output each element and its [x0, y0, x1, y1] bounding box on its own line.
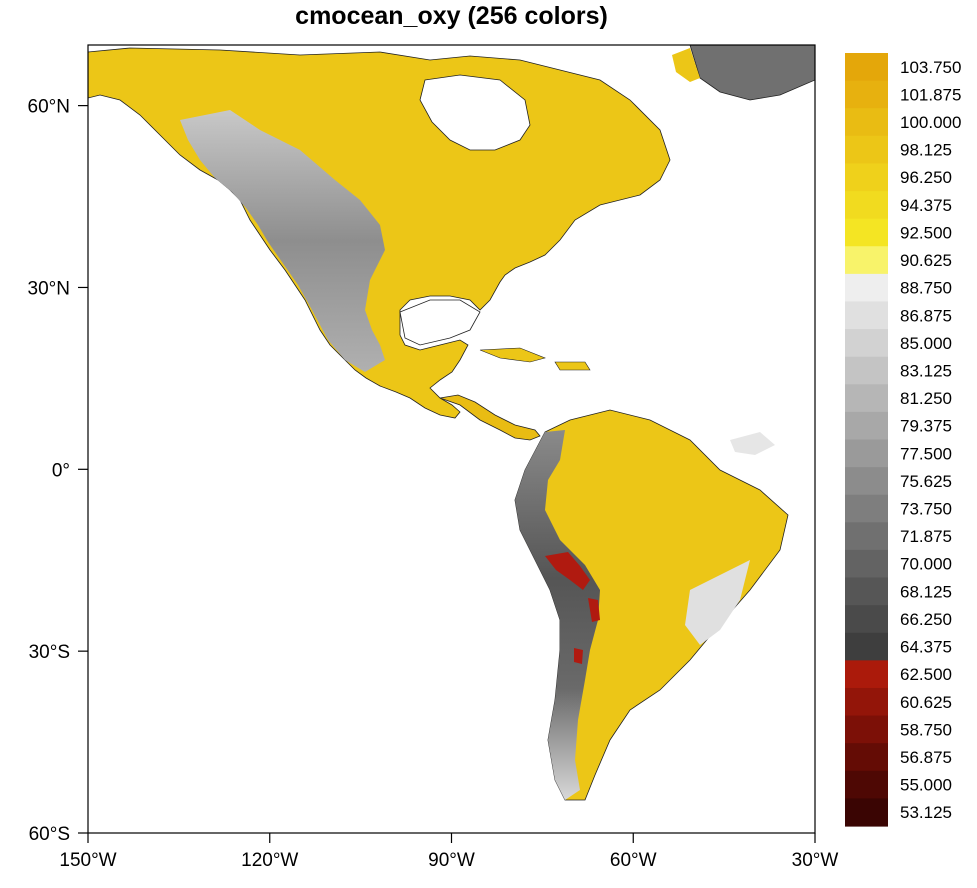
colorbar-swatch: [845, 743, 888, 772]
x-tick-label: 60°W: [610, 850, 657, 871]
colorbar-label: 92.500: [900, 223, 952, 242]
colorbar-label: 98.125: [900, 141, 952, 160]
colorbar-swatch: [845, 356, 888, 385]
colorbar-swatch: [845, 191, 888, 220]
x-tick-label: 120°W: [241, 850, 298, 871]
cuba-island: [479, 347, 546, 363]
colorbar-label: 94.375: [900, 196, 952, 215]
y-tick-label: 60°S: [29, 824, 70, 845]
colorbar-label: 60.625: [900, 693, 952, 712]
map-title: cmocean_oxy (256 colors): [295, 2, 608, 30]
colorbar-swatch: [845, 605, 888, 634]
colorbar-swatch: [845, 163, 888, 192]
colorbar-swatch: [845, 798, 888, 827]
colorbar-swatch: [845, 53, 888, 82]
colorbar-label: 58.750: [900, 720, 952, 739]
colorbar-label: 66.250: [900, 610, 952, 629]
colorbar-label: 79.375: [900, 417, 952, 436]
gulf-of-mexico: [399, 299, 481, 346]
colorbar-swatch: [845, 577, 888, 606]
central-america-land: [439, 394, 541, 441]
southern-red-patch: [574, 648, 583, 664]
x-tick-label: 150°W: [59, 850, 116, 871]
colorbar-label: 70.000: [900, 555, 952, 574]
altiplano-red-patch: [545, 552, 590, 590]
colorbar-swatch: [845, 660, 888, 689]
x-tick-label: 90°W: [428, 850, 475, 871]
hispaniola-island: [554, 361, 591, 371]
greenland-coast: [672, 48, 700, 82]
colorbar-swatch: [845, 632, 888, 661]
colorbar-swatch: [845, 687, 888, 717]
map-land: [88, 45, 815, 801]
colorbar-swatch: [845, 467, 888, 496]
x-tick-label: 30°W: [792, 850, 839, 871]
andes-mountains: [515, 430, 600, 800]
colorbar-label: 53.125: [900, 803, 952, 822]
colorbar-label: 55.000: [900, 776, 952, 795]
colorbar-swatch: [845, 301, 888, 330]
colorbar-swatch: [845, 494, 888, 523]
colorbar-label: 64.375: [900, 638, 952, 657]
colorbar-label: 62.500: [900, 665, 952, 684]
colorbar-label: 85.000: [900, 334, 952, 353]
colorbar-swatch: [845, 522, 888, 551]
greenland-land: [689, 45, 815, 101]
y-axis: 60°N 30°N 0° 30°S 60°S: [28, 97, 88, 845]
colorbar-label: 100.000: [900, 113, 961, 132]
colorbar-swatch: [845, 108, 888, 137]
colorbar-swatch: [845, 329, 888, 358]
y-tick-label: 30°N: [28, 278, 70, 299]
colorbar-swatch: [845, 411, 888, 441]
colorbar-label: 56.875: [900, 748, 952, 767]
colorbar-label: 71.875: [900, 527, 952, 546]
colorbar-label: 86.875: [900, 306, 952, 325]
puna-red-patch: [588, 598, 600, 622]
colorbar-swatch: [845, 218, 888, 247]
x-axis: 150°W 120°W 90°W 60°W 30°W: [59, 833, 838, 871]
hudson-bay: [419, 74, 531, 151]
y-tick-label: 0°: [52, 460, 70, 481]
colorbar-label: 83.125: [900, 361, 952, 380]
colorbar-label: 101.875: [900, 85, 961, 104]
colorbar-swatch: [845, 246, 888, 275]
colorbar-label: 81.250: [900, 389, 952, 408]
colorbar-swatch: [845, 715, 888, 744]
colorbar-swatch: [845, 549, 888, 579]
colorbar-swatch: [845, 80, 888, 109]
colorbar-swatch: [845, 439, 888, 468]
colorbar-swatch: [845, 384, 888, 413]
colorbar-label: 73.750: [900, 500, 952, 519]
colorbar-label: 88.750: [900, 279, 952, 298]
rocky-mountains: [180, 110, 385, 372]
colorbar-label: 90.625: [900, 251, 952, 270]
colorbar-label: 75.625: [900, 472, 952, 491]
colorbar-swatch: [845, 135, 888, 165]
y-tick-label: 60°N: [28, 97, 70, 118]
colorbar: 103.750 101.875 100.000 98.125 96.250 94.375 9…: [845, 53, 961, 827]
colorbar-label: 68.125: [900, 582, 952, 601]
brazilian-highlands: [685, 560, 750, 645]
colorbar-label: 96.250: [900, 168, 952, 187]
colorbar-label: 103.750: [900, 58, 961, 77]
colorbar-swatch: [845, 273, 888, 303]
guiana-highlands: [730, 432, 775, 455]
colorbar-label: 77.500: [900, 444, 952, 463]
colorbar-swatch: [845, 770, 888, 799]
y-tick-label: 30°S: [29, 642, 70, 663]
